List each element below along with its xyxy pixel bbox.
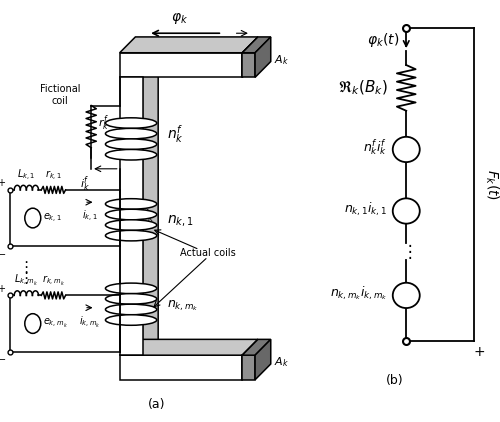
Polygon shape — [120, 339, 258, 355]
Polygon shape — [242, 53, 255, 77]
Text: $-$: $-$ — [400, 138, 412, 151]
Polygon shape — [120, 53, 242, 77]
Polygon shape — [142, 62, 158, 355]
Ellipse shape — [106, 230, 157, 241]
Polygon shape — [120, 37, 258, 53]
Text: $i_{k,1}$: $i_{k,1}$ — [82, 209, 98, 225]
Text: $+$: $+$ — [28, 314, 38, 325]
Text: $n_k^f i_k^f$: $n_k^f i_k^f$ — [364, 138, 388, 157]
Text: $A_k$: $A_k$ — [274, 355, 288, 369]
Text: $+$: $+$ — [400, 208, 412, 221]
Ellipse shape — [106, 199, 157, 209]
Text: $-$: $-$ — [28, 322, 38, 332]
Polygon shape — [242, 37, 271, 53]
Text: $-$: $-$ — [400, 200, 412, 213]
Text: $\mathfrak{R}_k\left(B_k\right)$: $\mathfrak{R}_k\left(B_k\right)$ — [338, 79, 388, 97]
Polygon shape — [242, 355, 255, 380]
Text: $-$: $-$ — [0, 354, 6, 363]
Text: $A_k$: $A_k$ — [274, 53, 288, 67]
Ellipse shape — [106, 118, 157, 128]
Circle shape — [393, 137, 420, 162]
Text: $i_{k,m_k}$: $i_{k,m_k}$ — [79, 315, 100, 330]
Text: $e_{k,1}$: $e_{k,1}$ — [43, 211, 62, 225]
Text: $n_{k,m_k}i_{k,m_k}$: $n_{k,m_k}i_{k,m_k}$ — [330, 285, 388, 303]
Text: $r_k^f$: $r_k^f$ — [98, 113, 110, 133]
Polygon shape — [242, 339, 271, 355]
Text: $\vdots$: $\vdots$ — [18, 259, 28, 275]
Text: $-$: $-$ — [0, 248, 6, 258]
Text: $e_{k,m_k}$: $e_{k,m_k}$ — [43, 317, 68, 330]
Text: $\varphi_k$: $\varphi_k$ — [171, 11, 188, 26]
Text: $+$: $+$ — [28, 209, 38, 220]
Text: $r_{k,m_k}$: $r_{k,m_k}$ — [42, 274, 65, 288]
Text: $n_{k,m_k}$: $n_{k,m_k}$ — [166, 299, 198, 313]
Text: $L_{k,m_k}$: $L_{k,m_k}$ — [14, 273, 38, 288]
Ellipse shape — [106, 220, 157, 230]
Polygon shape — [242, 37, 258, 77]
Ellipse shape — [106, 139, 157, 149]
Text: $-$: $-$ — [400, 284, 412, 298]
Polygon shape — [120, 355, 242, 380]
Ellipse shape — [106, 149, 157, 160]
Text: $+$: $+$ — [0, 177, 6, 188]
Text: $\vdots$: $\vdots$ — [18, 270, 28, 286]
Text: Fictional
coil: Fictional coil — [40, 84, 80, 106]
Text: $F_k(t)$: $F_k(t)$ — [483, 169, 500, 200]
Text: (b): (b) — [386, 374, 404, 387]
Text: $+$: $+$ — [400, 292, 412, 306]
Text: $-$: $-$ — [28, 216, 38, 227]
Polygon shape — [255, 37, 271, 77]
Ellipse shape — [106, 304, 157, 315]
Circle shape — [393, 198, 420, 224]
Polygon shape — [242, 339, 258, 380]
Ellipse shape — [106, 209, 157, 220]
Text: $n_{k,1}i_{k,1}$: $n_{k,1}i_{k,1}$ — [344, 200, 388, 218]
Circle shape — [25, 208, 41, 228]
Text: $n_k^f$: $n_k^f$ — [166, 123, 184, 145]
Ellipse shape — [106, 283, 157, 294]
Text: $r_{k,1}$: $r_{k,1}$ — [45, 169, 62, 183]
Ellipse shape — [106, 294, 157, 304]
Text: $\vdots$: $\vdots$ — [400, 242, 412, 261]
Polygon shape — [120, 77, 142, 355]
Text: $\varphi_k(t)$: $\varphi_k(t)$ — [366, 32, 399, 49]
Text: $+$: $+$ — [474, 345, 486, 359]
Ellipse shape — [106, 128, 157, 139]
Text: $i_k^f$: $i_k^f$ — [80, 174, 90, 194]
Text: $L_{k,1}$: $L_{k,1}$ — [17, 168, 36, 183]
Text: Actual coils: Actual coils — [180, 248, 236, 258]
Ellipse shape — [106, 315, 157, 325]
Circle shape — [393, 283, 420, 308]
Text: $n_{k,1}$: $n_{k,1}$ — [166, 214, 194, 229]
Polygon shape — [255, 339, 271, 380]
Circle shape — [25, 314, 41, 333]
Text: $+$: $+$ — [0, 283, 6, 294]
Text: $+$: $+$ — [400, 146, 412, 160]
Text: (a): (a) — [148, 398, 166, 411]
Text: $l_k$: $l_k$ — [144, 208, 156, 225]
